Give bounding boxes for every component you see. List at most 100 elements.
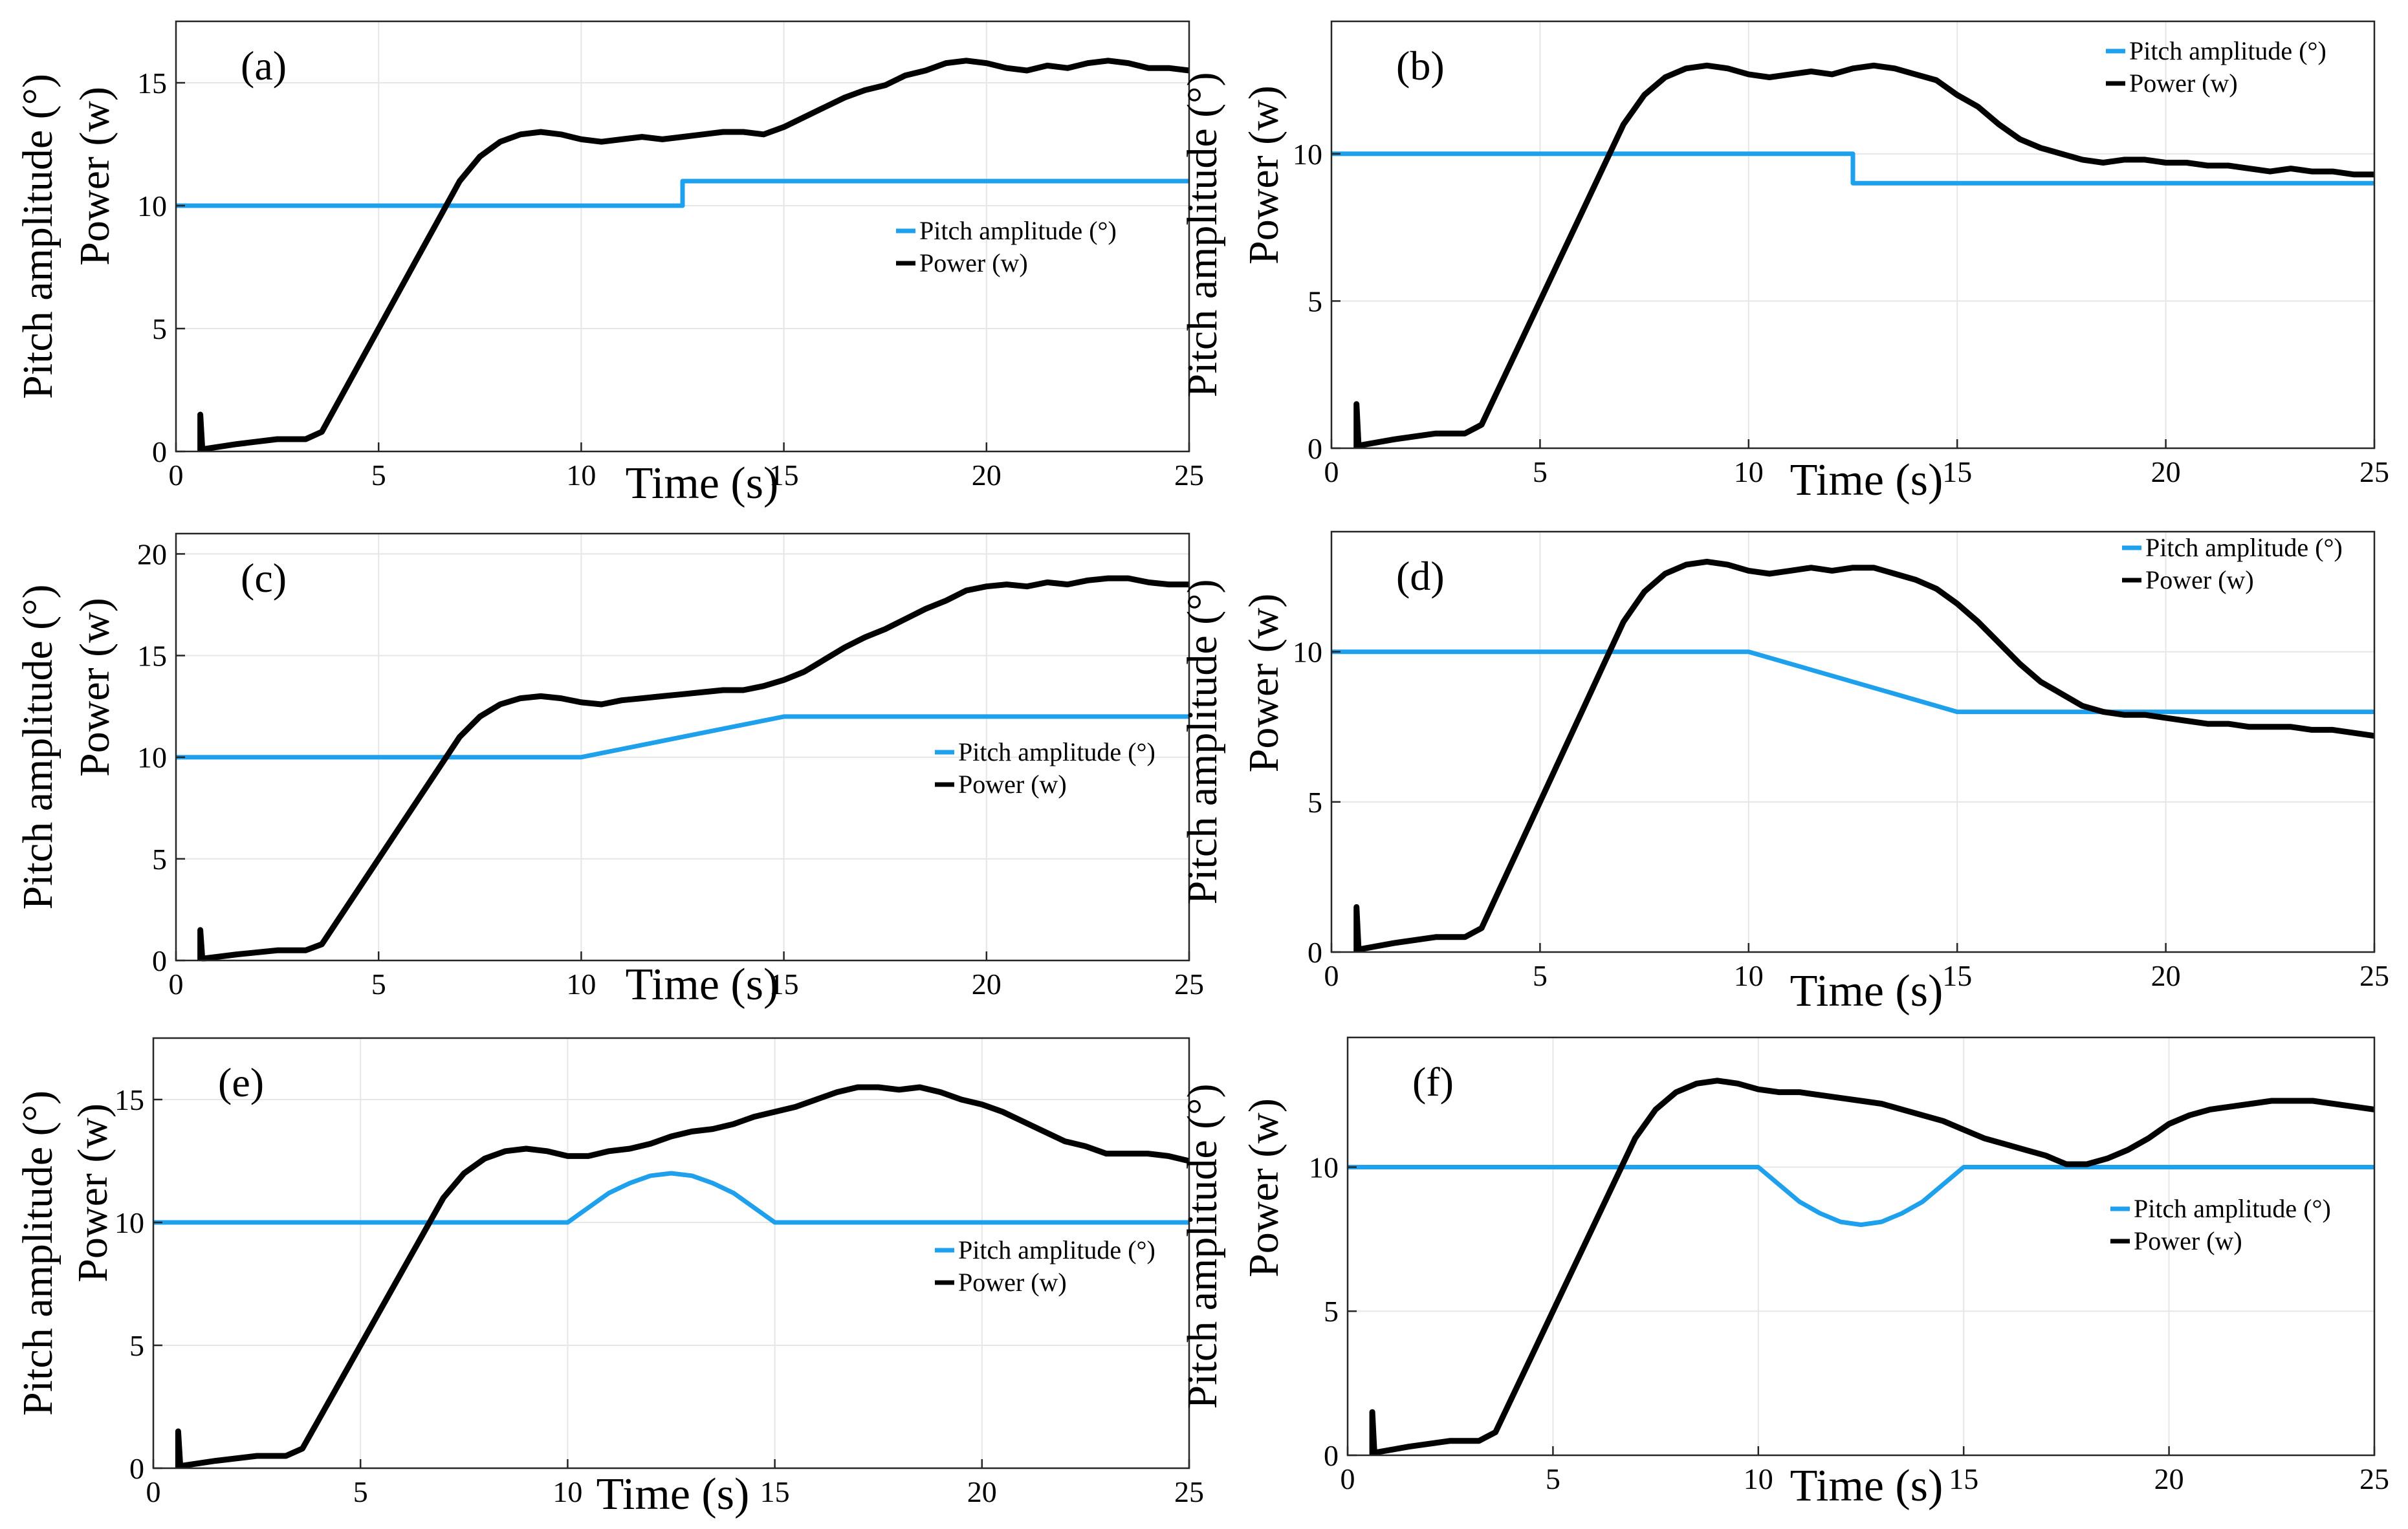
legend-entry-power: Power (w) [2145,565,2254,594]
x-axis-label: Time (s) [1790,455,1943,505]
series-line-pitch-amplitude [153,1171,1189,1225]
y-tick-label: 0 [1308,936,1322,969]
x-tick-label: 15 [769,968,799,1001]
x-tick-label: 10 [1734,959,1764,992]
plot-area [153,1038,1189,1468]
x-tick-label: 15 [769,459,799,492]
y-axis-label-power: Power (w) [71,598,118,777]
legend-entry-power: Power (w) [958,1268,1067,1297]
x-tick-label: 5 [1546,1462,1560,1495]
legend-entry-pitch: Pitch amplitude (°) [958,1235,1155,1264]
axes-frame [1330,20,2376,450]
axes-frame [175,20,1190,453]
y-axis-label-pitch: Pitch amplitude (°) [14,74,61,399]
y-tick-label: 0 [1308,432,1322,465]
legend-entry-power: Power (w) [2129,69,2238,98]
x-tick-label: 10 [566,968,596,1001]
y-axis-label-power: Power (w) [1240,1098,1287,1277]
x-axis-label: Time (s) [1790,1461,1943,1511]
y-tick-label: 15 [137,67,167,100]
y-tick-label: 0 [129,1452,144,1485]
series-line-power [1353,62,2374,448]
x-tick-label: 0 [1324,959,1339,992]
x-tick-label: 25 [1174,1475,1204,1508]
x-axis-label: Time (s) [626,960,779,1010]
x-tick-label: 10 [1734,455,1764,488]
y-axis-label-power: Power (w) [1240,594,1287,773]
y-tick-label: 5 [1324,1295,1339,1328]
y-tick-label: 5 [152,843,167,876]
y-tick-label: 10 [1309,1151,1339,1184]
panel-label: (b) [1396,43,1445,89]
legend-entry-power: Power (w) [919,248,1028,277]
y-axis-label-pitch: Pitch amplitude (°) [1179,580,1226,905]
panel-label: (d) [1396,553,1445,599]
y-tick-label: 0 [152,435,167,468]
y-tick-label: 5 [1308,285,1322,318]
x-tick-label: 0 [169,459,184,492]
y-tick-label: 5 [1308,786,1322,819]
axes-frame [1346,1036,2376,1457]
y-tick-label: 10 [137,741,167,774]
panel-label: (c) [241,555,287,601]
x-tick-label: 15 [1942,455,1972,488]
y-tick-label: 15 [115,1083,144,1116]
x-tick-label: 25 [2359,959,2389,992]
y-axis-label-pitch: Pitch amplitude (°) [1179,1084,1226,1409]
y-tick-label: 15 [137,640,167,673]
y-axis-label-power: Power (w) [1240,85,1287,265]
y-axis-label-pitch: Pitch amplitude (°) [14,585,61,910]
series-line-pitch-amplitude [1331,649,2374,715]
chart-panel-a: 0 5 10 15 20 25 0 5 10 15 (a) Time (s) Pitch amplitu… [14,20,1204,508]
plot-area [176,21,1189,451]
panel-label: (e) [218,1059,264,1105]
x-tick-label: 0 [146,1475,161,1508]
series-line-pitch-amplitude [1348,1165,2374,1228]
y-tick-label: 0 [152,944,167,977]
x-tick-label: 20 [2151,455,2181,488]
chart-panel-c: 0 5 10 15 20 25 0 5 10 15 20 (c) Time (s) Pitch ampli… [14,532,1204,1010]
y-tick-label: 10 [1293,138,1322,171]
x-tick-label: 15 [1949,1462,1978,1495]
series-line-power [1353,558,2375,952]
legend: Pitch amplitude (°) Power (w) [896,216,1117,277]
y-axis-label-power: Power (w) [71,87,118,266]
plot-area [176,534,1189,960]
legend-entry-pitch: Pitch amplitude (°) [2129,36,2326,65]
x-tick-label: 10 [553,1475,582,1508]
x-tick-label: 5 [353,1475,368,1508]
chart-panel-b: 0 5 10 15 20 25 0 5 10 (b) Time (s) Pitch amplitude… [1179,20,2389,505]
x-axis-label: Time (s) [626,459,779,508]
y-tick-label: 5 [129,1329,144,1362]
y-tick-label: 5 [152,312,167,345]
x-tick-label: 20 [967,1475,997,1508]
y-tick-label: 10 [115,1206,144,1239]
x-tick-label: 0 [1324,455,1339,488]
panel-label: (a) [241,43,287,89]
legend: Pitch amplitude (°) Power (w) [935,1235,1155,1297]
x-tick-label: 5 [1533,455,1548,488]
series-line-power [1369,1078,2375,1455]
plot-area [1331,532,2374,952]
x-tick-label: 5 [371,459,386,492]
legend-entry-pitch: Pitch amplitude (°) [919,216,1117,245]
x-tick-label: 15 [1942,959,1972,992]
y-tick-label: 20 [137,537,167,570]
x-tick-label: 5 [1533,959,1548,992]
y-tick-label: 0 [1324,1439,1339,1472]
legend-entry-pitch: Pitch amplitude (°) [2145,533,2343,562]
axes-frame [175,532,1190,962]
x-tick-label: 25 [1174,968,1204,1001]
y-tick-label: 10 [1293,636,1322,669]
series-line-pitch-amplitude [176,714,1189,760]
chart-panel-d: 0 5 10 15 20 25 0 5 10 (d) Time (s) Pitch amplitude… [1179,530,2389,1016]
axes-frame [152,1037,1190,1469]
series-line-power [197,575,1189,962]
legend-entry-pitch: Pitch amplitude (°) [2134,1194,2331,1223]
series-line-pitch-amplitude [1331,151,2374,186]
x-tick-label: 5 [371,968,386,1001]
series-line-power [175,1084,1190,1469]
y-axis-label-pitch: Pitch amplitude (°) [14,1090,61,1416]
legend: Pitch amplitude (°) Power (w) [2106,36,2326,98]
